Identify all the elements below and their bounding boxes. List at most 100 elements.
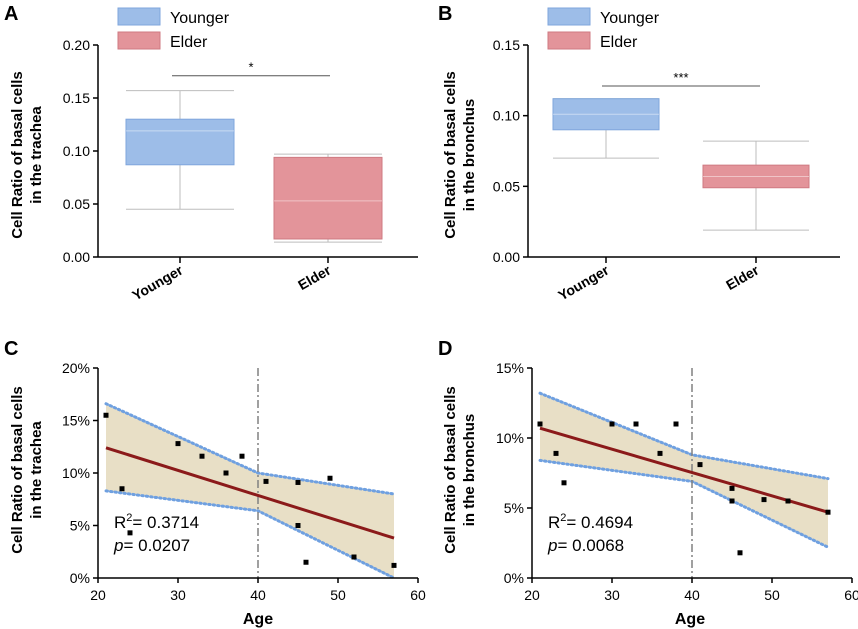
box-elder <box>273 153 383 243</box>
data-point <box>327 475 333 481</box>
data-point <box>119 486 125 492</box>
regression-line <box>539 426 829 514</box>
y-tick-label: 5% <box>504 500 524 516</box>
box-younger <box>125 90 235 210</box>
x-tick-label: 20 <box>90 587 106 603</box>
y-axis-label: Cell Ratio of basal cells in the trachea <box>9 71 45 239</box>
x-tick-label: 50 <box>330 587 346 603</box>
y-axis-d: 0% 5% 10% 15% Cell Ratio of basal cells in th… <box>442 360 533 586</box>
x-axis-d: 20 30 40 50 60 Age <box>524 577 858 628</box>
data-point <box>537 421 543 427</box>
r-squared-exponent: 2 <box>560 512 566 524</box>
legend-swatch-elder <box>547 31 591 50</box>
data-point <box>561 480 567 486</box>
p-value-annotation: p= 0.0207 <box>113 536 190 555</box>
data-point <box>391 562 397 568</box>
regression-line <box>105 446 395 540</box>
data-point <box>199 453 205 459</box>
y-axis-label-line: in the trachea <box>28 106 45 204</box>
x-tick-label: 60 <box>410 587 426 603</box>
legend-label-elder: Elder <box>170 34 208 51</box>
x-category-label: Younger <box>129 261 186 303</box>
y-tick-label: 0.15 <box>63 90 90 106</box>
legend-swatch-younger <box>547 7 591 26</box>
y-tick-label: 15% <box>496 360 524 376</box>
data-point <box>175 441 181 447</box>
y-tick-label: 5% <box>70 518 90 534</box>
panel-label-c: C <box>4 338 18 360</box>
box-iqr <box>273 156 383 240</box>
r-squared-annotation: R2= 0.4694 <box>548 512 633 532</box>
legend-swatch-elder <box>117 31 161 50</box>
x-category-label: Elder <box>723 261 762 293</box>
y-tick-label: 0.05 <box>493 178 520 194</box>
panel-label-b: B <box>438 3 452 25</box>
y-axis-label: Cell Ratio of basal cells in the bronchus <box>442 71 478 239</box>
r-squared-exponent: 2 <box>126 512 132 524</box>
x-tick-label: 50 <box>764 587 780 603</box>
box-iqr <box>125 118 235 166</box>
y-axis-label-line: in the trachea <box>28 421 45 519</box>
y-axis-label-line: Cell Ratio of basal cells <box>9 386 26 554</box>
y-tick-label: 15% <box>62 413 90 429</box>
y-tick-label: 0.15 <box>493 37 520 53</box>
y-tick-label: 10% <box>496 430 524 446</box>
y-axis-label-line: Cell Ratio of basal cells <box>9 71 26 239</box>
p-symbol: p <box>113 536 123 555</box>
data-point <box>127 530 133 536</box>
data-point <box>263 478 269 484</box>
data-point <box>633 421 639 427</box>
data-points <box>103 412 397 568</box>
legend-swatch-younger <box>117 7 161 26</box>
y-axis-label-line: in the bronchus <box>461 99 478 212</box>
y-tick-label: 0.00 <box>63 249 90 265</box>
r-squared-value: = 0.4694 <box>566 513 633 532</box>
r-squared-symbol: R <box>114 513 126 532</box>
y-axis-b: 0.00 0.05 0.10 0.15 Cell Ratio of basal cell… <box>442 37 529 265</box>
data-point <box>657 450 663 456</box>
data-point <box>737 550 743 556</box>
y-tick-label: 0.10 <box>493 108 520 124</box>
data-point <box>609 421 615 427</box>
x-tick-label: 40 <box>250 587 266 603</box>
y-tick-label: 0.00 <box>493 249 520 265</box>
data-point <box>697 462 703 468</box>
r-squared-value: = 0.3714 <box>132 513 199 532</box>
y-tick-label: 0% <box>504 570 524 586</box>
data-point <box>351 554 357 560</box>
data-point <box>295 479 301 485</box>
p-value-annotation: p= 0.0068 <box>547 536 624 555</box>
r-squared-annotation: R2= 0.3714 <box>114 512 199 532</box>
y-axis-label: Cell Ratio of basal cells in the bronchus <box>442 386 478 554</box>
x-axis-c: 20 30 40 50 60 Age <box>90 577 426 628</box>
box-iqr <box>552 98 660 131</box>
x-axis-b: Younger Elder <box>528 256 840 303</box>
data-point <box>239 453 245 459</box>
legend-label-elder: Elder <box>600 34 638 51</box>
y-tick-label: 10% <box>62 465 90 481</box>
p-symbol: p <box>547 536 557 555</box>
box-younger <box>552 98 660 159</box>
y-tick-label: 0.10 <box>63 143 90 159</box>
r-squared-symbol: R <box>548 513 560 532</box>
panel-label-d: D <box>438 338 452 360</box>
data-point <box>553 450 559 456</box>
confidence-band <box>106 403 394 578</box>
legend-label-younger: Younger <box>170 10 230 27</box>
y-axis-c: 0% 5% 10% 15% 20% Cell Ratio of basal cells in… <box>9 360 99 586</box>
panel-label-a: A <box>4 3 18 25</box>
data-point <box>825 509 831 515</box>
y-axis-label: Cell Ratio of basal cells in the trachea <box>9 386 45 554</box>
y-tick-label: 0% <box>70 570 90 586</box>
x-tick-label: 20 <box>524 587 540 603</box>
data-point <box>761 497 767 503</box>
data-point <box>785 498 791 504</box>
data-point <box>103 412 109 418</box>
data-point <box>303 559 309 565</box>
legend-a: Younger Elder <box>117 7 230 51</box>
y-axis-label-line: Cell Ratio of basal cells <box>442 71 459 239</box>
legend-b: Younger Elder <box>547 7 660 51</box>
y-axis-a: 0.00 0.05 0.10 0.15 0.20 Cell Ratio of basal … <box>9 37 99 265</box>
data-point <box>729 498 735 504</box>
data-point <box>673 421 679 427</box>
